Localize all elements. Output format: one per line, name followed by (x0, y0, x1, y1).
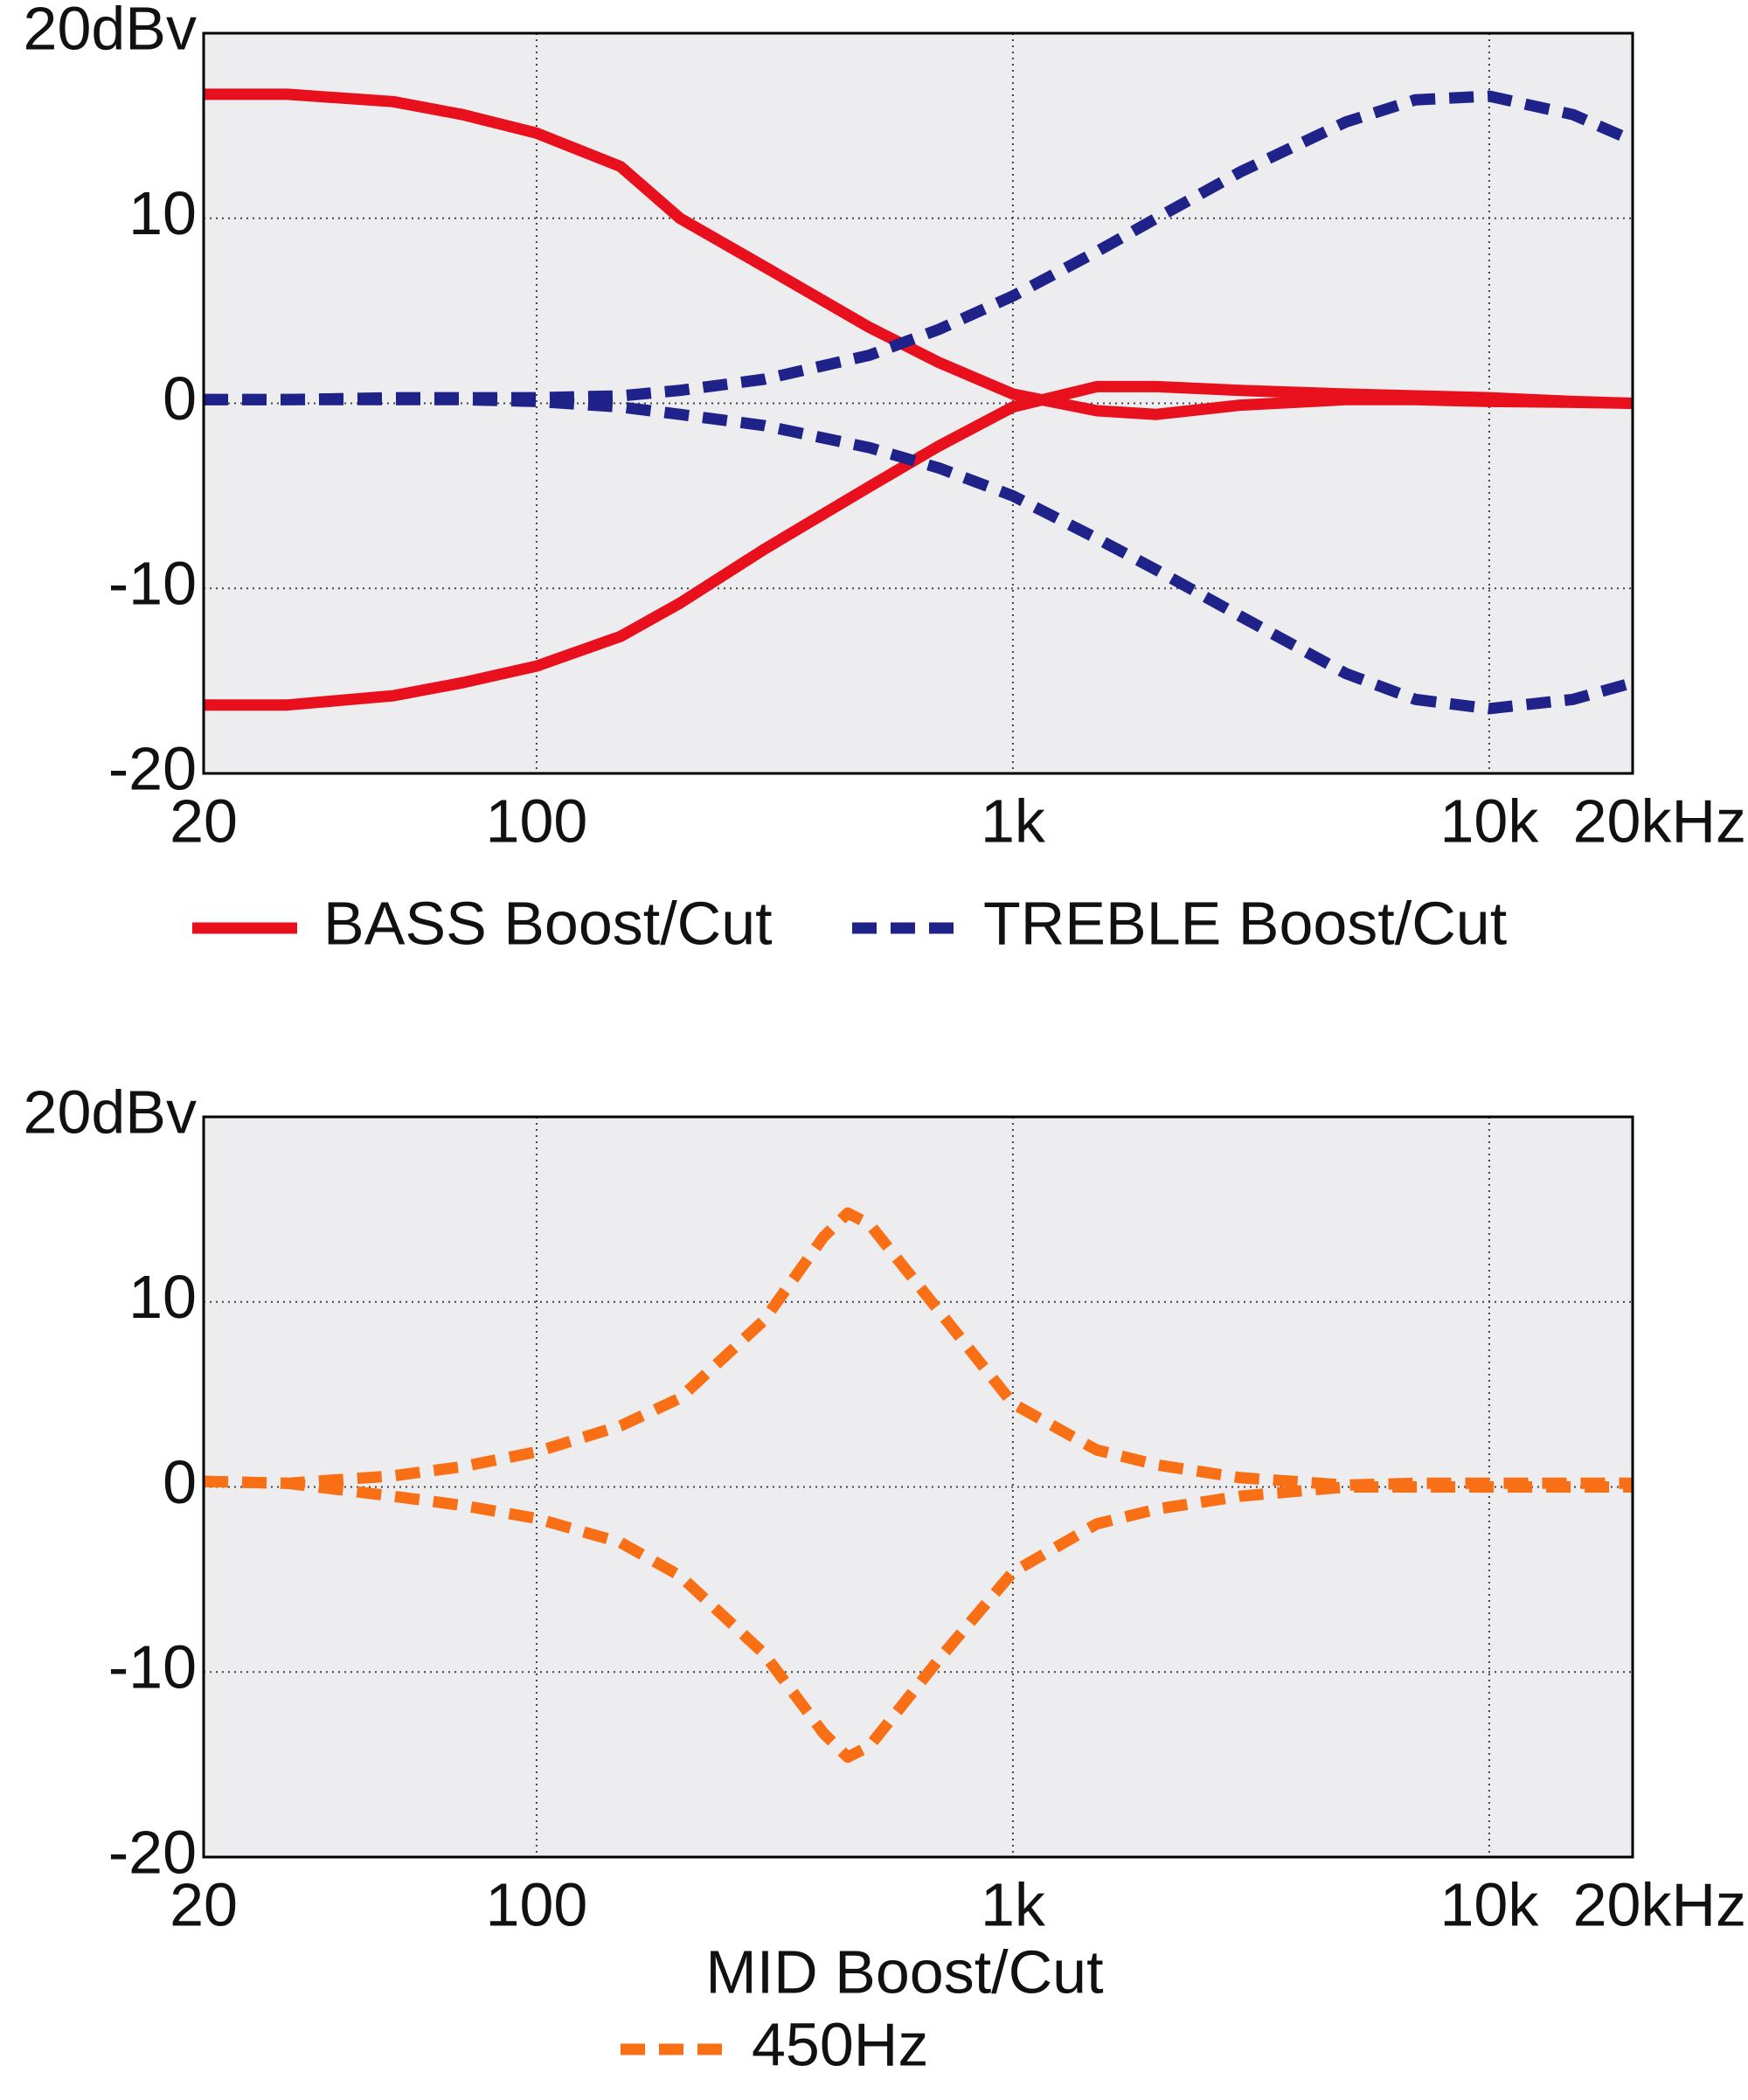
x-tick-label: 20 (170, 1870, 238, 1938)
x-tick-label: 20kHz (1573, 1870, 1746, 1938)
y-tick-label: -20 (108, 734, 197, 802)
y-tick-label: -10 (108, 1633, 197, 1701)
x-tick-label: 20 (170, 787, 238, 855)
plot-frame (202, 1115, 1634, 1859)
x-tick-label: 1k (981, 787, 1046, 855)
y-tick-label: 20dBv (24, 0, 197, 62)
y-tick-label: -20 (108, 1818, 197, 1886)
y-tick-label: 0 (163, 364, 197, 433)
x-tick-label: 100 (486, 1870, 588, 1938)
x-tick-label: 10k (1440, 1870, 1540, 1938)
curve (204, 90, 1635, 405)
y-tick-label: 20dBv (24, 1078, 197, 1146)
legend-label: 450Hz (752, 2010, 928, 2078)
curve (204, 380, 1634, 711)
x-tick-label: 20kHz (1573, 787, 1746, 855)
x-tick-label: 1k (981, 1870, 1046, 1938)
legend-label: BASS Boost/Cut (323, 889, 773, 957)
legend-label: TREBLE Boost/Cut (983, 889, 1507, 957)
plot-frame (202, 31, 1634, 775)
x-tick-label: 10k (1440, 787, 1540, 855)
y-tick-label: 0 (163, 1448, 197, 1516)
y-tick-label: 10 (128, 1263, 197, 1331)
y-tick-label: -10 (108, 550, 197, 618)
legend-title: MID Boost/Cut (705, 1937, 1103, 2006)
y-tick-label: 10 (128, 179, 197, 247)
x-tick-label: 100 (486, 787, 588, 855)
curve (203, 1475, 1633, 1764)
curve (204, 393, 1634, 715)
